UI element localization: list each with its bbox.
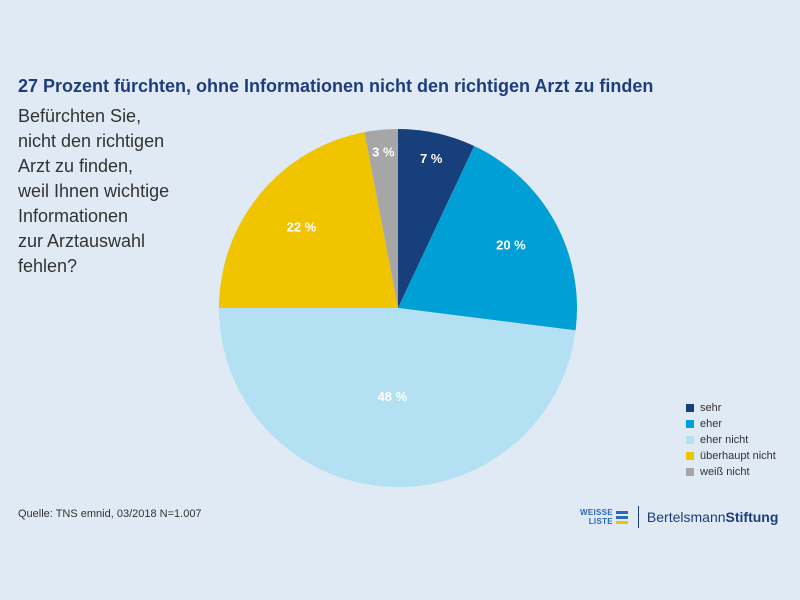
pie-slice--berhaupt-nicht: [219, 132, 398, 308]
legend-item-eher-nicht: eher nicht: [686, 432, 776, 448]
legend-item-eher: eher: [686, 416, 776, 432]
pie-slice-eher-nicht: [219, 308, 576, 487]
legend-label-weiss-nicht: weiß nicht: [700, 466, 750, 478]
bertelsmann-stiftung-logo: BertelsmannStiftung: [647, 509, 778, 525]
logo-divider: [637, 506, 639, 528]
legend-label-eher-nicht: eher nicht: [700, 434, 749, 446]
data-label-2: 48 %: [378, 389, 408, 404]
data-label-0: 7 %: [420, 151, 443, 166]
weisse-liste-text-2: LISTE: [588, 517, 613, 526]
data-label-4: 3 %: [372, 144, 395, 159]
pie-slice-wei-nicht: [364, 129, 398, 308]
legend-swatch-weiss-nicht: [686, 468, 694, 476]
legend-item-sehr: sehr: [686, 400, 776, 416]
stiftung-text: Stiftung: [725, 509, 779, 525]
bertelsmann-text: Bertelsmann: [646, 509, 726, 525]
legend: sehr eher eher nicht überhaupt nicht wei…: [686, 400, 776, 480]
pie-chart: 7 % 20 % 48 % 22 % 3 %: [219, 129, 577, 487]
legend-swatch-ueberhaupt-nicht: [686, 452, 694, 460]
weisse-liste-logo: WEISSE LISTE: [580, 508, 628, 526]
legend-item-ueberhaupt-nicht: überhaupt nicht: [686, 448, 776, 464]
legend-label-sehr: sehr: [700, 402, 722, 414]
survey-question: Befürchten Sie, nicht den richtigen Arzt…: [18, 106, 170, 276]
weisse-liste-bars-icon: [615, 510, 628, 525]
pie-slice-eher: [398, 146, 577, 331]
source-note: Quelle: TNS emnid, 03/2018 N=1.007: [18, 508, 202, 520]
data-label-1: 20 %: [496, 237, 526, 252]
legend-label-ueberhaupt-nicht: überhaupt nicht: [700, 450, 776, 462]
legend-label-eher: eher: [700, 418, 723, 430]
chart-title: 27 Prozent fürchten, ohne Informationen …: [18, 76, 654, 96]
legend-swatch-eher: [686, 420, 694, 428]
legend-item-weiss-nicht: weiß nicht: [686, 464, 776, 480]
data-label-3: 22 %: [287, 220, 317, 235]
pie-slice-sehr: [398, 129, 475, 308]
legend-swatch-sehr: [686, 404, 694, 412]
legend-swatch-eher-nicht: [686, 436, 694, 444]
logo-area: WEISSE LISTE BertelsmannStiftung: [580, 504, 780, 530]
weisse-liste-text-1: WEISSE: [580, 508, 613, 517]
